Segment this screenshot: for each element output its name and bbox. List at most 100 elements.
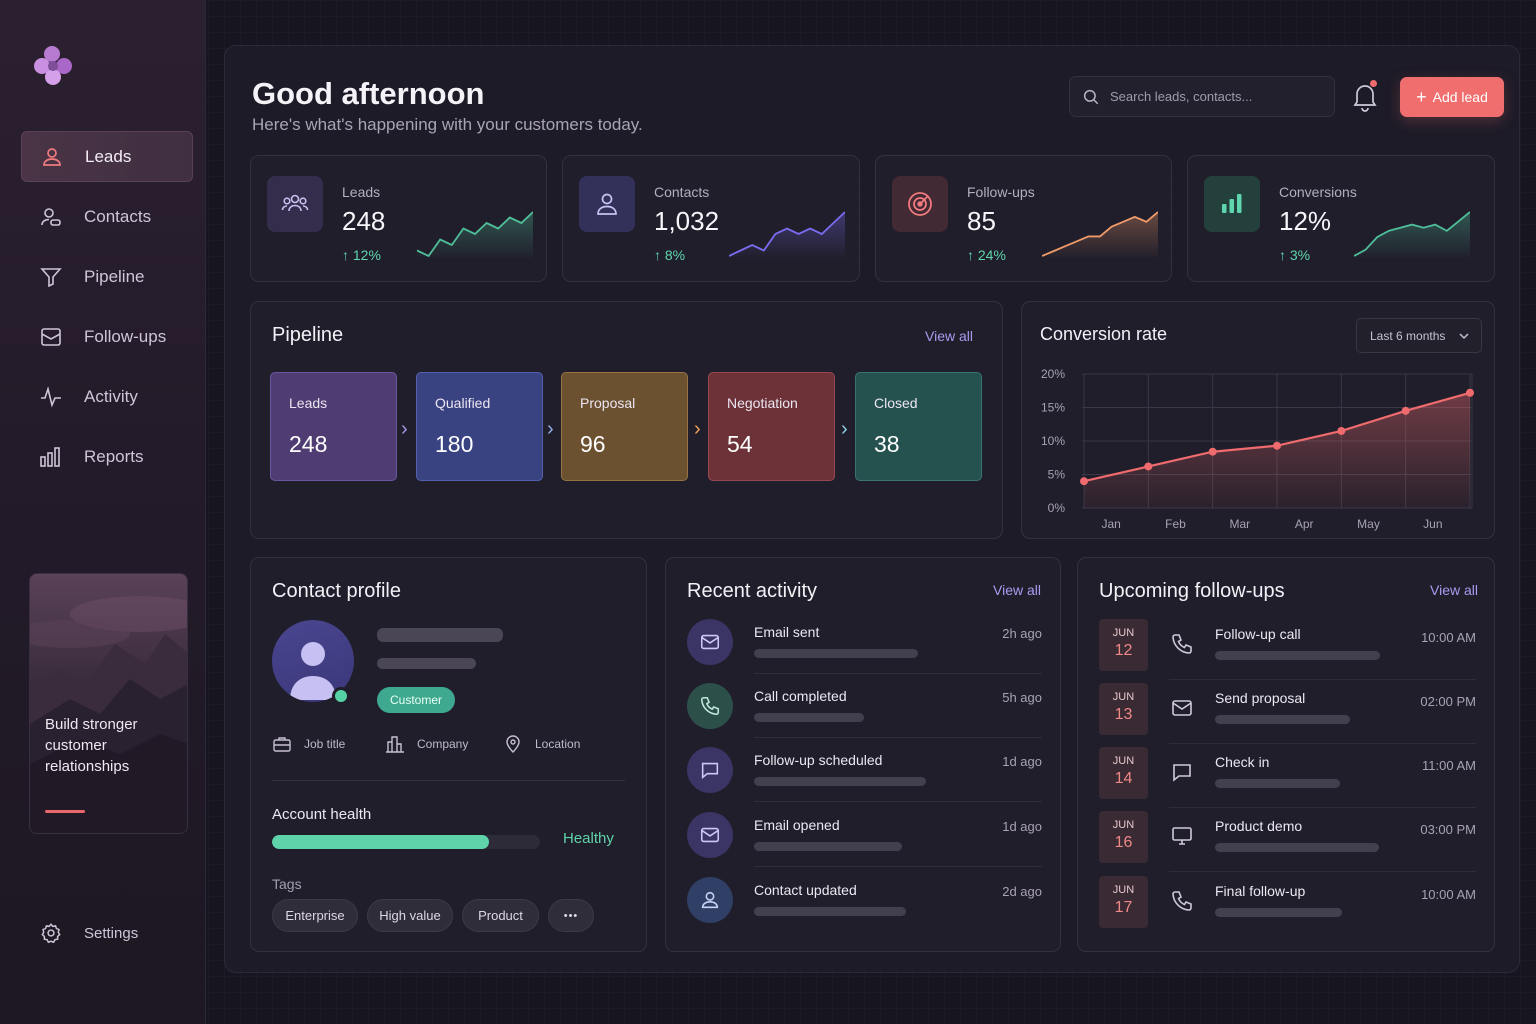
activity-label: Call completed [754, 688, 847, 704]
logo-icon [34, 46, 72, 85]
data-point[interactable] [1144, 462, 1153, 471]
data-point[interactable] [1466, 388, 1474, 397]
add-lead-button[interactable]: + Add lead [1400, 77, 1504, 117]
location-meta: Location [503, 734, 580, 754]
kpi-card-follow-ups[interactable]: Follow-ups 85 ↑ 24% [875, 155, 1172, 282]
arrow-up-icon: ↑ [1279, 247, 1286, 263]
tag-high-value[interactable]: High value [367, 899, 453, 932]
kpi-change-value: 12% [352, 247, 381, 263]
sparkline [1042, 211, 1158, 260]
activity-item[interactable]: Email opened 1d ago [687, 812, 1042, 876]
data-point[interactable] [1208, 447, 1217, 456]
sidebar-item-label: Reports [84, 446, 144, 466]
follow-up-item[interactable]: JUN 16 Product demo 03:00 PM [1099, 811, 1476, 875]
follow-up-item[interactable]: JUN 12 Follow-up call 10:00 AM [1099, 619, 1476, 683]
sidebar-item-follow-ups[interactable]: Follow-ups [21, 311, 193, 362]
more-tags-button[interactable]: ••• [548, 899, 594, 932]
arrow-up-icon: ↑ [654, 247, 661, 263]
profile-title: Contact profile [272, 580, 401, 602]
data-point[interactable] [1080, 477, 1088, 486]
bell-icon [1353, 85, 1377, 112]
kpi-change: ↑ 8% [654, 247, 685, 263]
y-tick-label: 10% [1041, 434, 1065, 448]
upcoming-follow-ups-card: Upcoming follow-ups View all JUN 12 Foll… [1077, 557, 1495, 952]
activity-item[interactable]: Contact updated 2d ago [687, 877, 1042, 941]
location-pin-icon [506, 735, 520, 753]
x-tick-label: Mar [1229, 517, 1250, 531]
tag-product[interactable]: Product [462, 899, 539, 932]
activity-title: Recent activity [687, 580, 818, 602]
promo-accent-bar [45, 810, 85, 813]
stage-value: 180 [435, 431, 474, 457]
sparkline-line [729, 211, 845, 257]
notifications-button[interactable] [1351, 80, 1379, 112]
sidebar-item-leads[interactable]: Leads [21, 131, 193, 182]
stage-value: 248 [289, 431, 328, 457]
follow-up-item[interactable]: JUN 17 Final follow-up 10:00 AM [1099, 876, 1476, 940]
sparkline-area [417, 212, 533, 260]
stage-value: 96 [580, 431, 606, 457]
kpi-card-contacts[interactable]: Contacts 1,032 ↑ 8% [562, 155, 860, 282]
date-badge: JUN 12 [1099, 619, 1148, 671]
subtitle-placeholder [377, 658, 476, 669]
pipeline-stage-leads[interactable]: Leads 248 [270, 372, 397, 481]
sidebar-item-pipeline[interactable]: Pipeline [21, 251, 193, 302]
followups-view-all-link[interactable]: View all [1430, 582, 1478, 598]
chevron-right-icon: › [841, 418, 848, 440]
stage-label: Closed [874, 395, 918, 411]
follow-up-time: 02:00 PM [1420, 694, 1476, 709]
divider [754, 801, 1042, 802]
conversion-title: Conversion rate [1040, 324, 1168, 344]
pipeline-stage-proposal[interactable]: Proposal 96 [561, 372, 688, 481]
follow-up-label: Final follow-up [1215, 883, 1306, 899]
funnel-icon [39, 265, 63, 289]
kpi-value: 85 [967, 206, 996, 236]
activity-view-all-link[interactable]: View all [993, 582, 1041, 598]
range-dropdown[interactable]: Last 6 months [1356, 318, 1482, 353]
date-month: JUN [1112, 819, 1135, 831]
activity-item[interactable]: Call completed 5h ago [687, 683, 1042, 747]
settings-link[interactable]: Settings [40, 922, 138, 944]
data-point[interactable] [1401, 406, 1410, 415]
pipeline-view-all-link[interactable]: View all [925, 328, 973, 344]
pipeline-stage-negotiation[interactable]: Negotiation 54 [708, 372, 835, 481]
activity-icon-circle [687, 812, 733, 858]
arrow-up-icon: ↑ [342, 247, 349, 263]
data-point[interactable] [1337, 426, 1346, 435]
date-day: 12 [1114, 642, 1133, 659]
sidebar-item-reports[interactable]: Reports [21, 431, 193, 482]
date-badge: JUN 13 [1099, 683, 1148, 735]
kpi-card-conversions[interactable]: Conversions 12% ↑ 3% [1187, 155, 1495, 282]
x-tick-label: Jan [1101, 517, 1120, 531]
search-input[interactable] [1110, 89, 1320, 104]
mail-icon [700, 827, 720, 843]
activity-item[interactable]: Email sent 2h ago [687, 619, 1042, 683]
kpi-change: ↑ 3% [1279, 247, 1310, 263]
conversion-chart: 0% 5% 10% 15% 20% Jan Feb Mar Apr May Jun [1041, 367, 1474, 531]
x-tick-label: Jun [1423, 517, 1442, 531]
kpi-label: Conversions [1279, 184, 1357, 200]
follow-up-item[interactable]: JUN 13 Send proposal 02:00 PM [1099, 683, 1476, 747]
search-bar[interactable] [1069, 76, 1335, 117]
company: Company [417, 737, 469, 751]
contact-profile-card: Contact profile Customer Job title Compa… [250, 557, 647, 952]
mountain-illustration [30, 596, 187, 833]
pipeline-stage-qualified[interactable]: Qualified 180 [416, 372, 543, 481]
data-point[interactable] [1273, 441, 1281, 450]
arrow-up-icon: ↑ [967, 247, 974, 263]
briefcase-icon [273, 737, 291, 752]
sparkline-area [729, 212, 845, 260]
notification-dot [1370, 80, 1377, 87]
monitor-icon [1170, 824, 1194, 848]
kpi-card-leads[interactable]: Leads 248 ↑ 12% [250, 155, 547, 282]
sidebar-item-activity[interactable]: Activity [21, 371, 193, 422]
follow-up-item[interactable]: JUN 14 Check in 11:00 AM [1099, 747, 1476, 811]
date-month: JUN [1112, 691, 1135, 703]
activity-item[interactable]: Follow-up scheduled 1d ago [687, 747, 1042, 811]
pipeline-stage-closed[interactable]: Closed 38 [855, 372, 982, 481]
sidebar-item-contacts[interactable]: Contacts [21, 191, 193, 242]
phone-icon [1170, 632, 1194, 656]
kpi-label: Leads [342, 184, 381, 200]
activity-icon-circle [687, 877, 733, 923]
tag-enterprise[interactable]: Enterprise [272, 899, 358, 932]
